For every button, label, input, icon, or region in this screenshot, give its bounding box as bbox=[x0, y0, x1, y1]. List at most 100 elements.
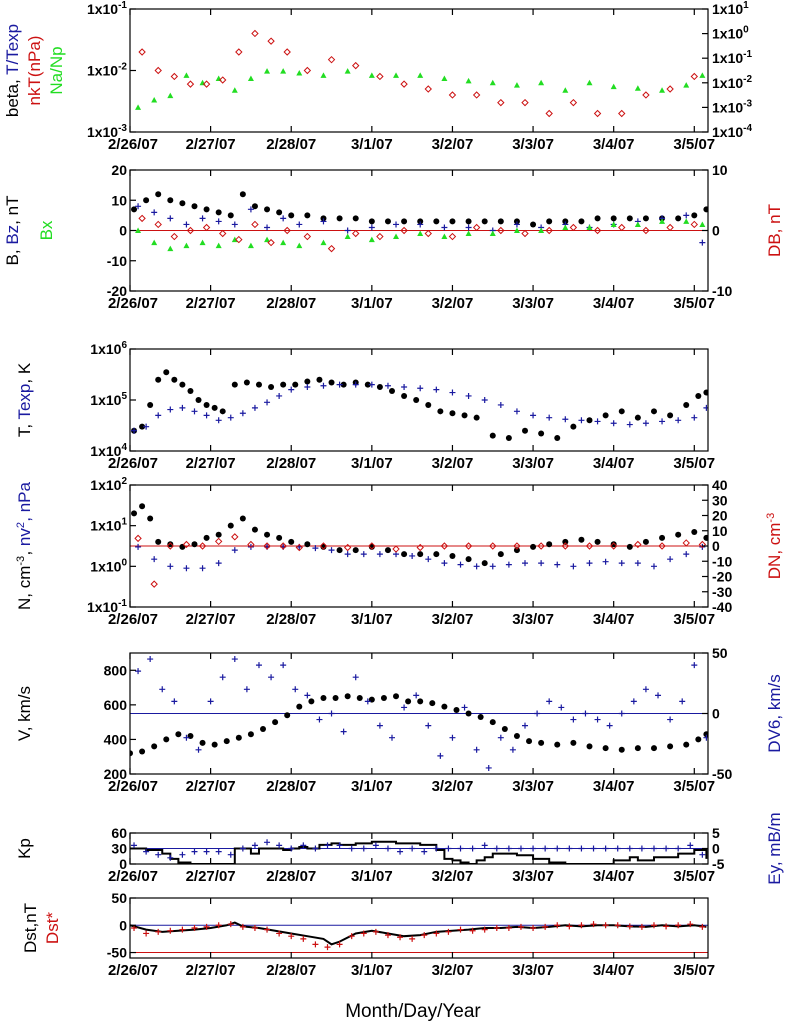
y-axis-title-left-2: Bx bbox=[37, 220, 56, 240]
data-point-black bbox=[393, 693, 400, 700]
data-point-blue bbox=[179, 851, 186, 858]
left-tick-label: 1x10-1 bbox=[87, 0, 127, 17]
left-tick-label: 800 bbox=[104, 662, 128, 678]
data-point-red bbox=[218, 229, 227, 238]
right-tick-label: 0 bbox=[712, 706, 720, 722]
data-point-blue bbox=[352, 674, 359, 681]
data-point-green bbox=[183, 242, 190, 249]
data-point-blue bbox=[493, 845, 500, 852]
data-point-blue bbox=[384, 382, 391, 389]
data-point-blue bbox=[131, 427, 138, 434]
data-point-blue bbox=[167, 215, 174, 222]
data-point-green bbox=[562, 224, 569, 230]
data-point-blue bbox=[159, 686, 166, 693]
data-point-black bbox=[513, 732, 520, 739]
data-point-red bbox=[376, 232, 384, 241]
data-point-black bbox=[251, 203, 258, 210]
data-point-black bbox=[695, 392, 702, 399]
data-point-black bbox=[179, 200, 186, 207]
data-point-red bbox=[642, 91, 650, 99]
data-point-blue bbox=[413, 692, 420, 699]
data-point-black bbox=[235, 734, 242, 741]
data-point-blue bbox=[481, 397, 488, 403]
data-point-black bbox=[131, 510, 138, 517]
data-point-green bbox=[683, 218, 690, 224]
data-point-red bbox=[642, 226, 650, 235]
data-point-blue bbox=[231, 221, 238, 228]
data-point-red bbox=[267, 238, 275, 247]
data-point-blue bbox=[171, 698, 178, 705]
data-point-red bbox=[154, 220, 162, 229]
left-tick-label: 1x102 bbox=[90, 476, 127, 493]
data-point-red bbox=[658, 542, 666, 550]
data-point-blue bbox=[239, 410, 246, 417]
data-point-black bbox=[413, 397, 420, 403]
data-point-blue bbox=[251, 404, 258, 411]
data-point-black bbox=[489, 432, 496, 439]
x-tick-label: 3/2/07 bbox=[432, 611, 474, 628]
data-point-blue bbox=[183, 565, 190, 572]
data-point-black bbox=[530, 221, 537, 228]
x-tick-label: 3/4/07 bbox=[593, 611, 635, 628]
data-point-red bbox=[368, 542, 376, 550]
data-point-red bbox=[283, 48, 291, 56]
left-tick-label: -10 bbox=[107, 253, 127, 269]
data-point-black bbox=[691, 212, 698, 219]
data-point-black bbox=[155, 538, 162, 545]
x-tick-label: 2/27/07 bbox=[186, 136, 236, 153]
data-point-black bbox=[376, 383, 383, 390]
data-point-red bbox=[433, 930, 440, 937]
data-point-blue bbox=[288, 845, 295, 852]
data-point-black bbox=[203, 534, 210, 541]
data-point-black bbox=[675, 531, 682, 538]
data-point-black bbox=[667, 412, 674, 419]
data-point-red bbox=[545, 226, 553, 235]
data-point-blue bbox=[264, 224, 271, 231]
data-point-blue bbox=[155, 851, 162, 858]
data-point-black bbox=[401, 551, 408, 558]
left-tick-label: 50 bbox=[111, 890, 127, 906]
x-tick-label: 3/3/07 bbox=[512, 295, 554, 312]
x-tick-label: 3/3/07 bbox=[512, 611, 554, 628]
x-tick-label: 3/3/07 bbox=[512, 868, 554, 885]
right-tick-label: 0 bbox=[712, 223, 720, 239]
data-point-red bbox=[682, 539, 690, 547]
data-point-red bbox=[276, 930, 283, 937]
data-point-red bbox=[578, 922, 585, 929]
data-point-black bbox=[352, 215, 359, 222]
right-tick-label: 1x10-3 bbox=[712, 98, 752, 115]
data-point-blue bbox=[445, 845, 452, 852]
data-point-blue bbox=[594, 716, 601, 723]
data-point-green bbox=[135, 227, 142, 233]
data-point-red bbox=[440, 542, 449, 550]
data-point-blue bbox=[328, 710, 335, 717]
plot-frame bbox=[129, 897, 709, 959]
data-point-green bbox=[610, 221, 617, 227]
data-point-black bbox=[586, 417, 593, 424]
x-tick-label: 2/27/07 bbox=[186, 962, 236, 979]
left-tick-label: 1x100 bbox=[90, 557, 127, 574]
data-point-green bbox=[586, 224, 593, 230]
data-point-red bbox=[416, 543, 424, 552]
data-point-black bbox=[211, 741, 218, 748]
data-point-red bbox=[530, 925, 537, 931]
data-point-black bbox=[384, 218, 391, 225]
data-point-black bbox=[155, 191, 162, 198]
data-point-blue bbox=[703, 404, 708, 411]
data-point-blue bbox=[642, 686, 649, 693]
data-point-black bbox=[401, 218, 408, 225]
data-point-green bbox=[538, 79, 545, 86]
data-point-black bbox=[691, 528, 698, 535]
data-point-green bbox=[167, 92, 174, 99]
x-tick-label: 2/27/07 bbox=[186, 295, 236, 312]
data-point-green bbox=[247, 242, 254, 249]
data-point-blue bbox=[167, 406, 174, 413]
data-point-blue bbox=[509, 746, 516, 753]
data-point-blue bbox=[320, 382, 327, 389]
data-point-blue bbox=[699, 239, 706, 246]
data-point-green bbox=[368, 72, 375, 78]
data-point-blue bbox=[687, 842, 694, 849]
data-point-blue bbox=[376, 551, 383, 558]
x-tick-label: 3/3/07 bbox=[512, 778, 554, 795]
data-point-red bbox=[170, 72, 179, 81]
